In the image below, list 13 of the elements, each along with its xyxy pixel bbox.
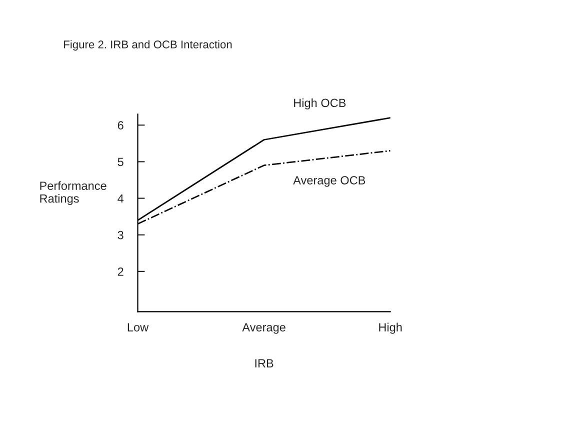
x-tick-label: Average — [242, 323, 286, 334]
y-tick-label: 2 — [118, 267, 124, 276]
y-tick-label: 3 — [118, 230, 124, 240]
y-axis-title: Performance Ratings — [40, 181, 106, 206]
x-tick-label: High — [379, 322, 402, 334]
x-axis-title: IRB — [255, 359, 274, 368]
x-tick-label: Low — [128, 323, 149, 332]
y-tick-label: 6 — [118, 121, 124, 130]
y-tick-label: 5 — [118, 158, 124, 166]
series-label: High OCB — [294, 98, 346, 110]
series-label: Average OCB — [293, 176, 366, 187]
y-tick-label: 4 — [118, 194, 124, 203]
chart-title: Figure 2. IRB and OCB Interaction — [64, 40, 232, 51]
